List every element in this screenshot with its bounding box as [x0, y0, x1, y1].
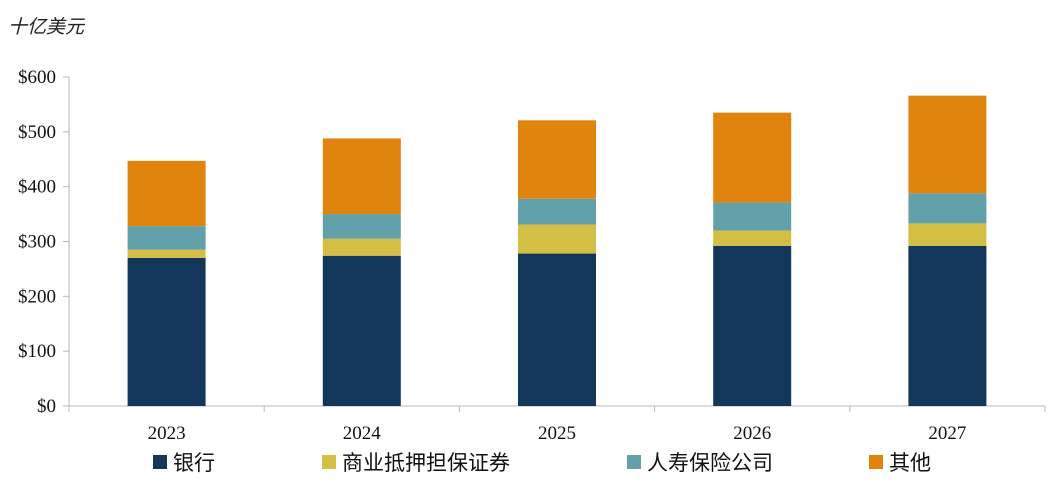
legend-item-2: 人寿保险公司 [627, 451, 773, 475]
unit-label: 十亿美元 [8, 16, 86, 38]
y-tick-label: $600 [18, 67, 56, 88]
legend-item-3: 其他 [869, 451, 931, 475]
legend-label: 银行 [173, 451, 215, 475]
legend-label: 其他 [889, 451, 931, 475]
bar-segment-2027-s1 [908, 223, 987, 246]
bar-segment-2024-s0 [322, 255, 401, 406]
y-tick-label: $100 [18, 341, 56, 362]
bar-segment-2024-s3 [322, 138, 401, 215]
bar-segment-2025-s3 [518, 120, 596, 199]
x-tick-label: 2024 [343, 423, 382, 444]
bar-group-2025 [518, 120, 596, 406]
x-tick-label: 2026 [733, 423, 771, 444]
bar-segment-2025-s1 [518, 224, 596, 254]
bar-segment-2027-s3 [908, 95, 987, 194]
x-tick-label: 2023 [148, 423, 186, 444]
bar-segment-2023-s0 [127, 257, 206, 406]
bar-segment-2023-s1 [127, 249, 206, 258]
bar-segment-2025-s2 [518, 198, 596, 225]
bar-segment-2024-s2 [322, 214, 401, 239]
legend-swatch [153, 455, 167, 469]
legend: 银行 商业抵押担保证券 人寿保险公司 其他 [153, 451, 931, 475]
legend-swatch [869, 455, 883, 469]
bar-segment-2026-s1 [713, 230, 792, 246]
bar-group-2027 [908, 95, 987, 406]
bar-segment-2027-s2 [908, 193, 987, 224]
y-axis: $0 $100 $200 $300 $400 $500 $600 [18, 67, 70, 417]
y-tick-label: $200 [18, 286, 56, 307]
legend-swatch [627, 455, 641, 469]
legend-label: 商业抵押担保证券 [342, 451, 510, 475]
x-tick-label: 2025 [538, 423, 576, 444]
legend-label: 人寿保险公司 [647, 451, 773, 475]
legend-swatch [322, 455, 336, 469]
y-tick-label: $500 [18, 122, 56, 143]
bar-group-2026 [713, 112, 792, 406]
bar-group-2024 [322, 138, 401, 406]
bars [127, 95, 987, 406]
y-tick-label: $0 [37, 396, 56, 417]
legend-item-0: 银行 [153, 451, 215, 475]
bar-segment-2026-s2 [713, 202, 792, 231]
bar-segment-2025-s0 [518, 253, 596, 406]
bar-segment-2026-s3 [713, 112, 792, 203]
y-tick-label: $300 [18, 232, 56, 253]
bar-group-2023 [127, 160, 206, 406]
bar-segment-2026-s0 [713, 245, 792, 406]
bar-segment-2027-s0 [908, 245, 987, 406]
bar-segment-2024-s1 [322, 238, 401, 256]
bar-segment-2023-s2 [127, 226, 206, 250]
bar-segment-2023-s3 [127, 160, 206, 227]
y-tick-label: $400 [18, 177, 56, 198]
legend-item-1: 商业抵押担保证券 [322, 451, 510, 475]
x-tick-label: 2027 [928, 423, 966, 444]
x-axis: 2023 2024 2025 2026 2027 [68, 405, 1046, 444]
